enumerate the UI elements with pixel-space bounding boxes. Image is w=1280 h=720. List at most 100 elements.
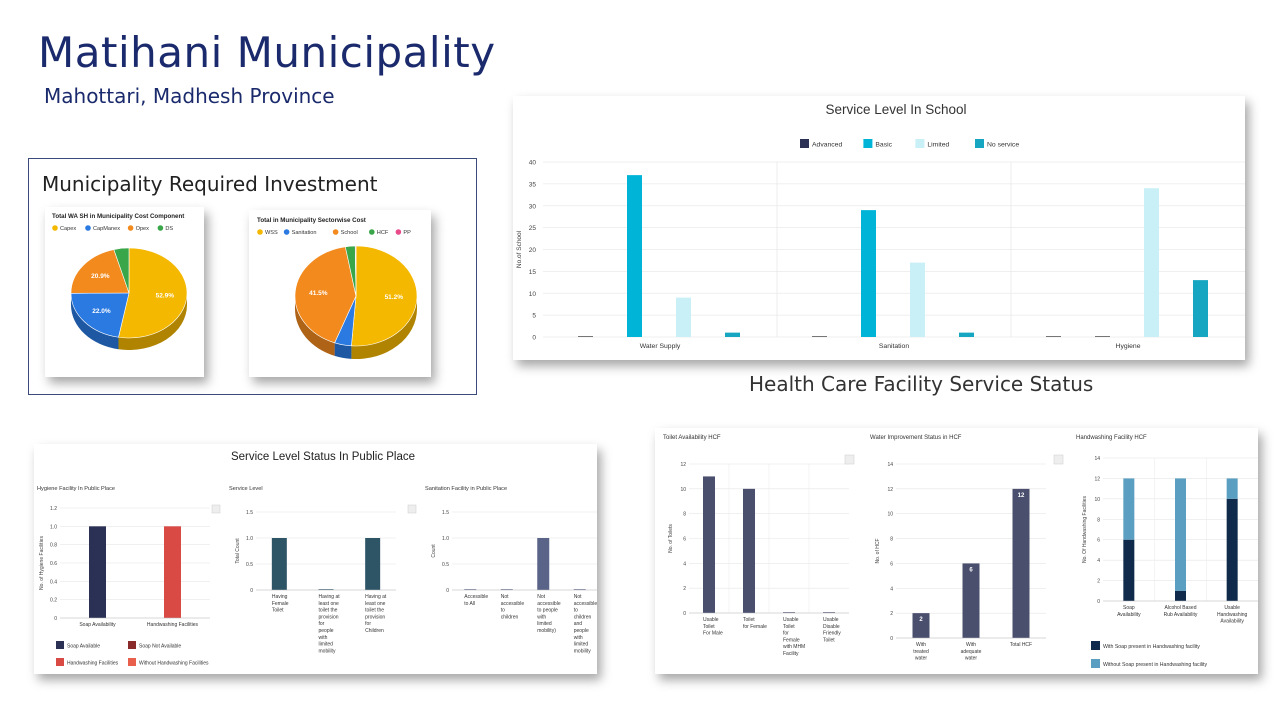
bar xyxy=(1012,488,1030,638)
legend-label: School xyxy=(341,230,358,236)
slice-label: 41.5% xyxy=(309,290,328,297)
chart-title: Service Level Status In Public Place xyxy=(231,451,415,463)
x-tick-label: Not xyxy=(574,594,582,600)
legend-marker xyxy=(1091,659,1100,668)
x-tick-label: Toilet xyxy=(783,624,795,630)
legend-marker xyxy=(127,225,134,231)
panel-menu-icon xyxy=(211,504,221,514)
x-tick-label: Alcohol Based xyxy=(1165,605,1197,611)
x-tick-label: people xyxy=(319,628,334,634)
bar xyxy=(676,297,691,337)
legend-marker xyxy=(56,641,64,649)
y-axis-label: No. Of Handwashing Facilities xyxy=(1082,496,1088,563)
panel-menu-icon xyxy=(844,454,855,465)
data-label: 12 xyxy=(1018,493,1025,499)
legend-marker xyxy=(332,229,339,235)
y-axis-label: No.of School xyxy=(516,230,523,268)
x-tick-label: Having at xyxy=(319,594,341,600)
pie-side xyxy=(334,342,352,359)
y-axis-label: No. of HCF xyxy=(875,538,881,563)
y-tick-label: 10 xyxy=(1094,497,1100,503)
legend-label: Soap Not Available xyxy=(139,644,181,650)
x-tick-label: For Male xyxy=(703,631,723,637)
pie-slice xyxy=(70,292,130,338)
legend-marker xyxy=(56,658,64,666)
x-tick-label: limited xyxy=(574,642,589,648)
x-tick-label: accessible xyxy=(501,601,525,607)
y-axis-label: No. of Hygiene Facilities xyxy=(39,536,45,590)
legend-marker xyxy=(1091,641,1100,650)
pie-side xyxy=(118,293,187,350)
y-tick-label: 0 xyxy=(683,611,686,617)
x-tick-label: Not xyxy=(537,594,545,600)
bar xyxy=(1144,188,1159,337)
legend-label: Without Handwashing Facilities xyxy=(139,661,209,667)
x-tick-label: water xyxy=(965,656,978,662)
bar xyxy=(271,538,287,590)
y-tick-label: 35 xyxy=(529,181,537,188)
bar xyxy=(962,563,980,638)
legend-marker xyxy=(85,225,91,231)
pie-chart-cost-component: Total WA SH in Municipality Cost Compone… xyxy=(52,213,188,350)
bar xyxy=(318,589,334,590)
y-tick-label: 25 xyxy=(529,225,537,232)
pie-side xyxy=(295,296,335,356)
y-tick-label: 0.5 xyxy=(442,562,449,568)
legend-marker xyxy=(863,139,873,148)
y-tick-label: 15 xyxy=(529,269,537,276)
public-place-charts: Service Level Status In Public Place Hygi… xyxy=(37,451,598,667)
y-tick-label: 4 xyxy=(890,586,893,592)
panel-title: Water Improvement Status in HCF xyxy=(870,435,962,441)
y-tick-label: 0 xyxy=(446,588,449,594)
x-tick-label: Usable xyxy=(823,617,839,623)
x-tick-label: and xyxy=(574,621,583,627)
public-place-card: Service Level Status In Public Place Hygi… xyxy=(34,444,598,674)
x-tick-label: Having xyxy=(272,594,288,600)
legend-label: Without Soap present in Handwashing faci… xyxy=(1103,662,1208,668)
x-tick-label: toilet the xyxy=(319,608,338,614)
bar xyxy=(1175,590,1186,601)
y-tick-label: 4 xyxy=(1097,558,1100,564)
panel-menu-icon xyxy=(407,504,417,514)
y-tick-label: 1.5 xyxy=(246,510,253,516)
x-tick-label: provision xyxy=(365,614,385,620)
legend-label: Advanced xyxy=(812,142,842,149)
bar xyxy=(578,336,593,337)
legend-marker xyxy=(257,229,263,235)
legend-marker xyxy=(128,641,136,649)
y-axis-label: No. of Toilets xyxy=(668,524,674,553)
panel-title: Sanitation Facility in Public Place xyxy=(425,486,507,492)
bar xyxy=(464,589,477,590)
x-tick-label: accessible xyxy=(574,601,597,607)
y-tick-label: 0.2 xyxy=(50,598,57,604)
y-tick-label: 1.2 xyxy=(50,506,57,512)
bar xyxy=(573,589,586,590)
data-label: 6 xyxy=(969,567,973,573)
school-service-chart: Service Level In School Advanced Basic Limi… xyxy=(516,102,1245,350)
y-tick-label: 6 xyxy=(1097,538,1100,544)
slice-label: 51.2% xyxy=(385,294,404,301)
x-tick-label: treated xyxy=(913,649,929,655)
hcf-card: Toilet Availability HCF 0 2 4 6 8 10 12 No. of T… xyxy=(655,428,1258,674)
x-tick-label: Having at xyxy=(365,594,387,600)
x-tick-label: Facility xyxy=(783,651,799,657)
y-tick-label: 0.8 xyxy=(50,543,57,549)
y-tick-label: 40 xyxy=(529,160,537,167)
panel-title: Toilet Availability HCF xyxy=(663,435,721,441)
x-tick-label: to people xyxy=(537,608,558,614)
legend-label: Soap Available xyxy=(67,644,100,650)
x-tick-label: Water Supply xyxy=(640,343,681,350)
x-tick-label: Female xyxy=(783,637,800,643)
x-tick-label: Total HCF xyxy=(1010,642,1032,648)
x-tick-label: water xyxy=(915,656,928,662)
bar xyxy=(1175,478,1186,591)
x-tick-label: Accessible xyxy=(464,594,488,600)
bar xyxy=(500,589,513,590)
panel-title: Handwashing Facility HCF xyxy=(1076,435,1147,441)
x-tick-label: with xyxy=(319,635,328,641)
x-tick-label: adequate xyxy=(961,649,982,655)
y-tick-label: 8 xyxy=(890,537,893,543)
legend-label: PP xyxy=(403,230,411,236)
bar xyxy=(1095,336,1110,337)
legend-label: DS xyxy=(165,226,173,232)
